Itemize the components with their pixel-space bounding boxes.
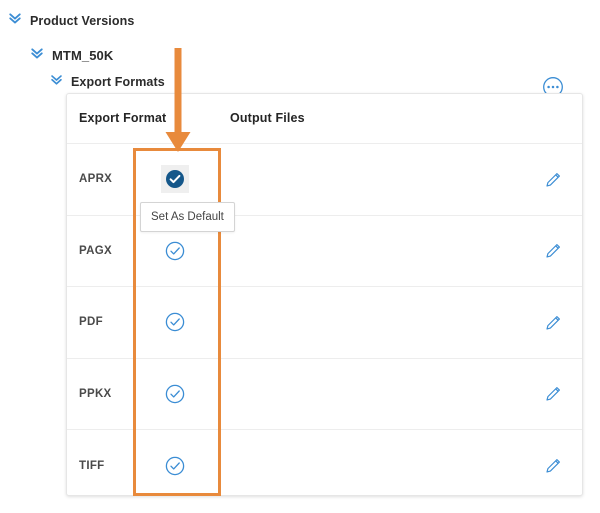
check-circle-outline-icon[interactable] [161, 380, 189, 408]
tree-node-product-versions[interactable]: Product Versions [8, 11, 134, 30]
table-row: PAGX [67, 216, 582, 287]
cell-export-format: APRX [79, 173, 113, 186]
cell-export-format: PPKX [79, 387, 112, 400]
double-chevron-down-icon[interactable] [30, 46, 44, 65]
tree-node-label: MTM_50K [52, 48, 114, 63]
pencil-icon[interactable] [542, 383, 564, 405]
table-row: PDF [67, 287, 582, 359]
set-as-default-tooltip: Set As Default [140, 202, 235, 232]
check-circle-filled-icon[interactable] [161, 165, 189, 194]
column-header-output-files: Output Files [230, 111, 305, 125]
tree-node-export-formats[interactable]: Export Formats [50, 73, 165, 91]
table-row: TIFF [67, 430, 582, 502]
double-chevron-down-icon[interactable] [50, 73, 63, 91]
check-circle-outline-icon[interactable] [161, 237, 189, 265]
export-formats-table-card: Export Format Output Files APRX PAGX [66, 93, 583, 496]
tree-node-mtm-50k[interactable]: MTM_50K [30, 46, 113, 65]
tree-node-label: Product Versions [30, 13, 135, 28]
cell-export-format: PDF [79, 316, 103, 329]
cell-export-format: PAGX [79, 244, 112, 257]
pencil-icon[interactable] [542, 455, 564, 477]
check-circle-outline-icon[interactable] [161, 452, 189, 480]
table-header-row: Export Format Output Files [67, 94, 582, 144]
column-header-export-format: Export Format [79, 111, 167, 125]
tree-node-label: Export Formats [71, 75, 165, 89]
cell-export-format: TIFF [79, 459, 105, 472]
pencil-icon[interactable] [542, 311, 564, 333]
check-circle-outline-icon[interactable] [161, 308, 189, 336]
pencil-icon[interactable] [542, 240, 564, 262]
double-chevron-down-icon[interactable] [8, 11, 22, 30]
pencil-icon[interactable] [542, 168, 564, 190]
table-row: PPKX [67, 359, 582, 430]
table-row: APRX [67, 144, 582, 216]
